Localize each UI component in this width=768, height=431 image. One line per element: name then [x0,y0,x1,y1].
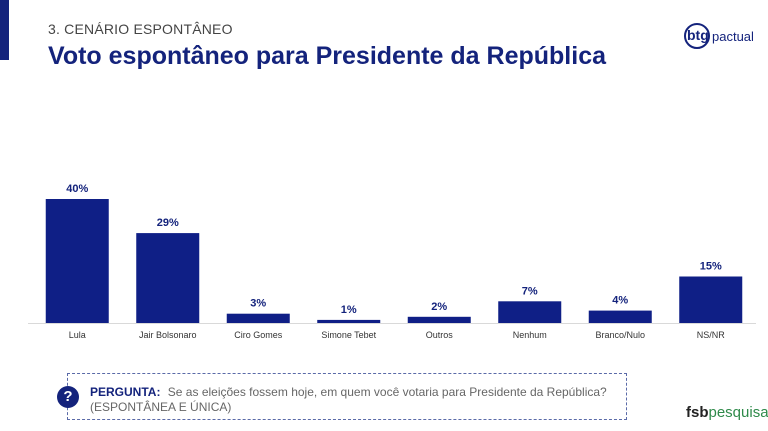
accent-bar [0,0,9,60]
question-label: PERGUNTA: [90,385,161,399]
category-label: Simone Tebet [321,330,376,340]
bar-value-label: 4% [612,295,628,307]
btg-logo-text: pactual [712,29,754,44]
btg-logo-icon [684,23,710,49]
page-title: Voto espontâneo para Presidente da Repúb… [48,42,606,70]
category-label: Jair Bolsonaro [139,330,197,340]
category-label: Branco/Nulo [595,330,645,340]
category-label: Outros [426,330,454,340]
bar-value-label: 40% [66,183,88,195]
bar-value-label: 2% [431,301,447,313]
bar [45,199,109,323]
bar [588,310,652,323]
bar [317,319,381,323]
fsb-logo-text: pesquisa [708,404,768,421]
bar [136,233,200,323]
bar [226,313,290,323]
bar-value-label: 15% [700,261,722,273]
category-label: Nenhum [513,330,547,340]
bar-value-label: 1% [341,304,357,316]
fsb-pesquisa-logo: fsbpesquisa [686,404,768,421]
category-label: Lula [69,330,86,340]
category-label: NS/NR [697,330,726,340]
fsb-logo-mark: fsb [686,404,709,421]
bar-value-label: 3% [250,298,266,310]
question-text-block: PERGUNTA: Se as eleições fossem hoje, em… [90,385,620,415]
bar [498,301,562,323]
btg-logo-mark: btg [687,27,709,43]
section-label: 3. CENÁRIO ESPONTÂNEO [48,21,233,37]
bar-value-label: 29% [157,217,179,229]
question-icon: ? [57,386,79,408]
bar-chart: 40% Lula 29% Jair Bolsonaro 3% Ciro Gomes 1% Si… [28,183,756,340]
bar [407,316,471,323]
category-label: Ciro Gomes [234,330,283,340]
question-note: (ESPONTÂNEA E ÚNICA) [90,400,232,414]
btg-pactual-logo: btg pactual [684,23,762,53]
bar-value-label: 7% [522,285,538,297]
bar [679,276,743,323]
question-text: Se as eleições fossem hoje, em quem você… [167,385,607,399]
